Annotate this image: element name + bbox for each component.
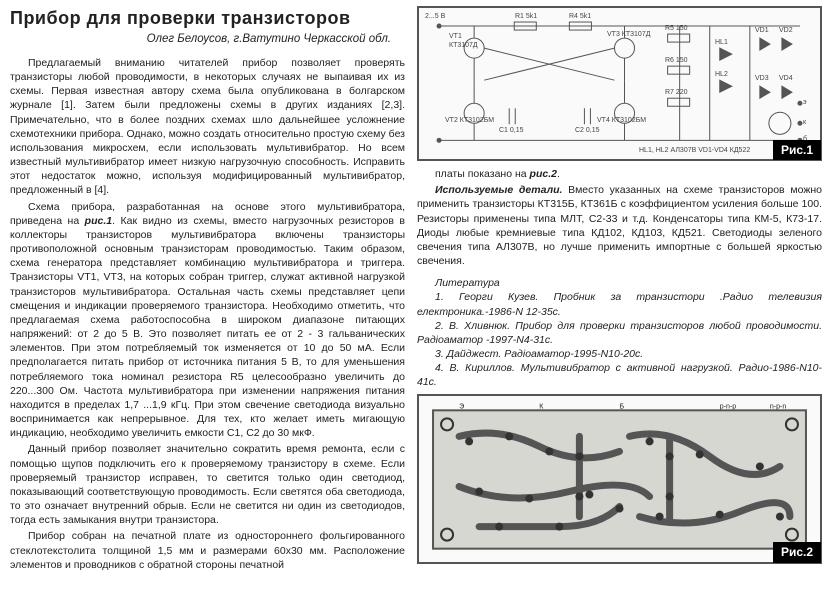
svg-text:Б: Б — [620, 403, 625, 410]
literature-item: 1. Георги Кузев. Пробник за транзистори … — [417, 290, 822, 318]
pcb-svg: Э К Б p-n-p n-p-n — [419, 396, 820, 562]
figure-2-pcb: Э К Б p-n-p n-p-n Рис.2 — [417, 394, 822, 564]
sch-vt1: VT1КТ3107Д — [449, 32, 478, 51]
sch-vd4: VD4 — [779, 74, 793, 83]
sch-r7: R7 220 — [665, 88, 688, 97]
literature-item: 3. Дайджест. Радіоаматор-1995-N10-20с. — [417, 347, 822, 361]
sch-notes: HL1, HL2 АЛ307В VD1-VD4 КД522 — [639, 146, 750, 155]
left-paragraph: Предлагаемый вниманию читателей прибор п… — [10, 56, 405, 198]
left-column: Прибор для проверки транзисторов Олег Бе… — [10, 6, 405, 588]
sch-r5: R5 150 — [665, 24, 688, 33]
right-column: 2...5 В VT1КТ3107Д VT3 КТ3107Д VT2 КТ310… — [417, 6, 822, 588]
sch-hl1: HL1 — [715, 38, 728, 47]
sch-r4: R4 5k1 — [569, 12, 591, 21]
right-body: платы показано на рис.2. Используемые дет… — [417, 167, 822, 270]
sch-vt4: VT4 КТ3102БМ — [597, 116, 646, 125]
author-line: Олег Белоусов, г.Ватутино Черкасской обл… — [10, 32, 391, 48]
sch-vd2: VD2 — [779, 26, 793, 35]
right-paragraph: платы показано на рис.2. — [417, 167, 822, 181]
literature-item: 2. В. Хливнюк. Прибор для проверки транз… — [417, 319, 822, 347]
sch-vt3: VT3 КТ3107Д — [607, 30, 650, 39]
sch-term-k: к — [803, 118, 806, 127]
sch-c1: C1 0,15 — [499, 126, 524, 135]
sch-c2: C2 0,15 — [575, 126, 600, 135]
svg-text:n-p-n: n-p-n — [770, 403, 786, 410]
sch-r1: R1 5k1 — [515, 12, 537, 21]
sch-supply: 2...5 В — [425, 12, 445, 21]
figure-1-label: Рис.1 — [773, 140, 821, 160]
literature-heading: Литература — [417, 276, 822, 290]
sch-hl2: HL2 — [715, 70, 728, 79]
literature-item: 4. В. Кириллов. Мультивибратор с активно… — [417, 361, 822, 389]
sch-vd1: VD1 — [755, 26, 769, 35]
sch-r6: R6 150 — [665, 56, 688, 65]
left-paragraph: Прибор собран на печатной плате из однос… — [10, 529, 405, 572]
sch-vd3: VD3 — [755, 74, 769, 83]
sch-term-e: э — [803, 98, 807, 107]
svg-text:p-n-p: p-n-p — [720, 403, 736, 410]
left-body: Предлагаемый вниманию читателей прибор п… — [10, 56, 405, 574]
figure-2-label: Рис.2 — [773, 542, 821, 562]
page-title: Прибор для проверки транзисторов — [10, 6, 405, 30]
right-paragraph: Используемые детали. Вместо указанных на… — [417, 183, 822, 268]
left-paragraph: Схема прибора, разработанная на основе э… — [10, 200, 405, 441]
svg-text:К: К — [539, 403, 544, 410]
left-paragraph: Данный прибор позволяет значительно сокр… — [10, 442, 405, 527]
sch-vt2: VT2 КТ3102БМ — [445, 116, 494, 125]
svg-text:Э: Э — [459, 403, 464, 410]
figure-1-schematic: 2...5 В VT1КТ3107Д VT3 КТ3107Д VT2 КТ310… — [417, 6, 822, 161]
literature-list: 1. Георги Кузев. Пробник за транзистори … — [417, 290, 822, 389]
